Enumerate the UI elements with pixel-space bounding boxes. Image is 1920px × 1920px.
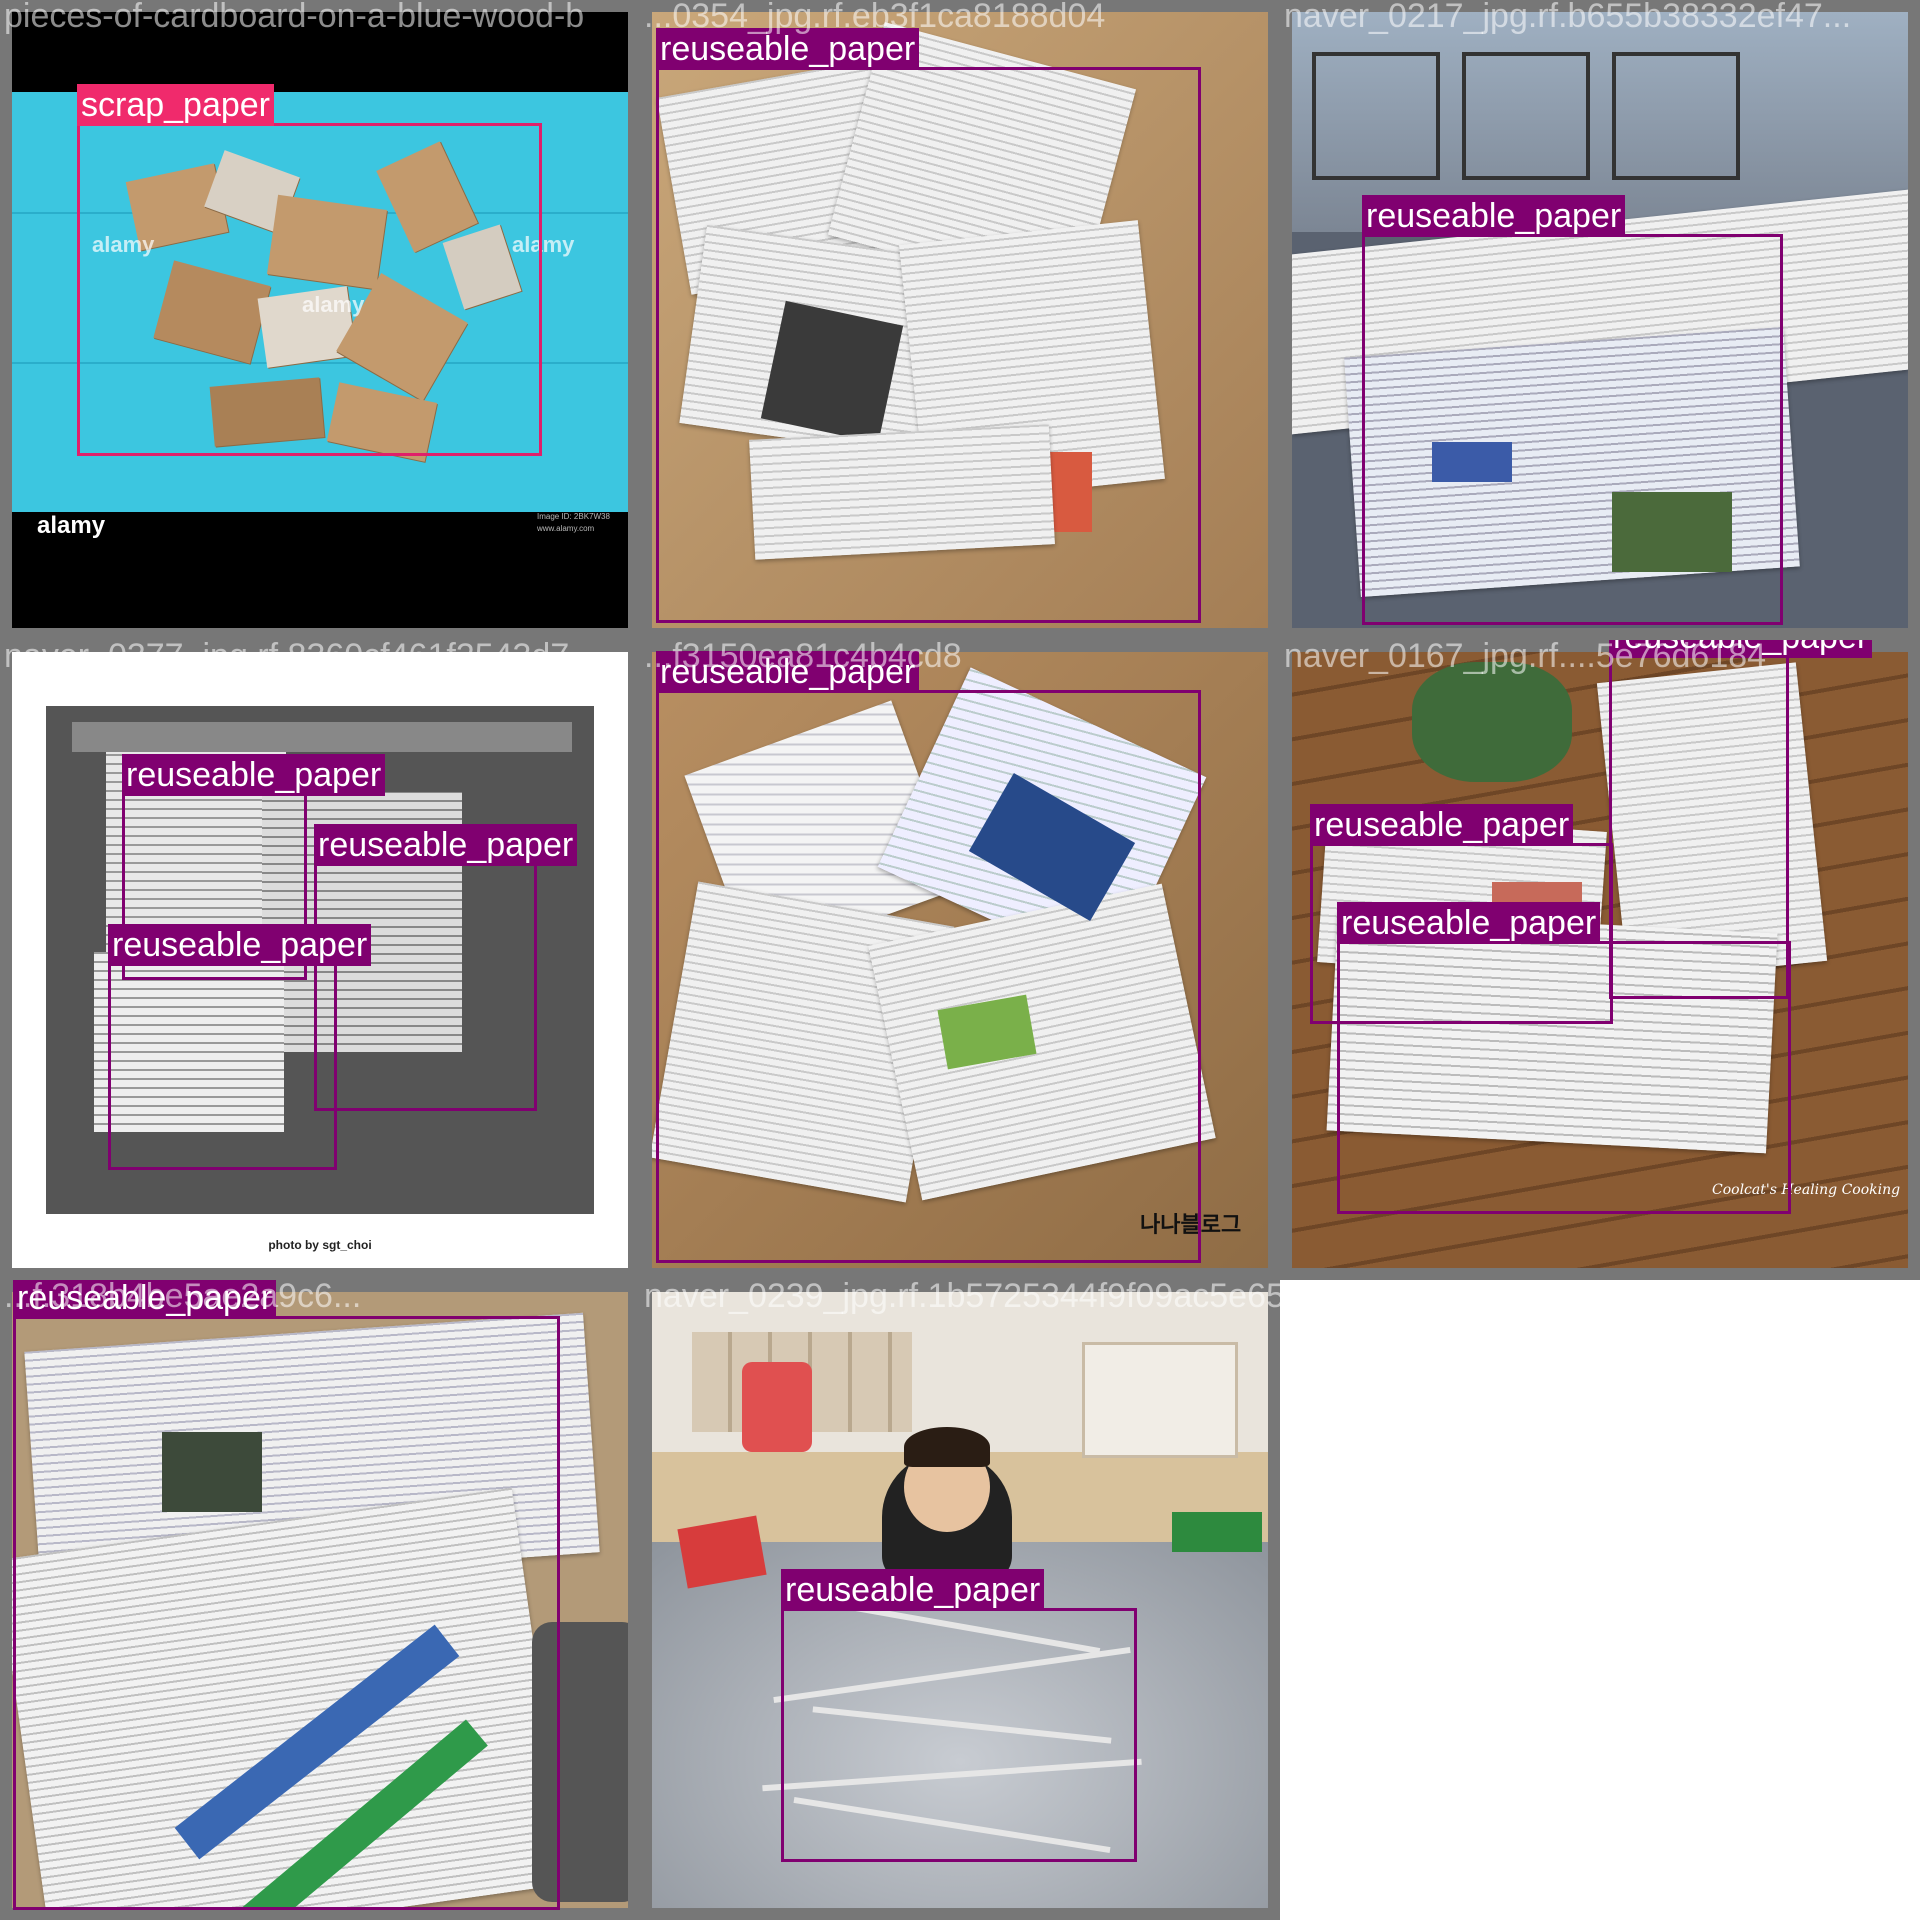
bbox-label: reuseable_paper xyxy=(1609,640,1873,658)
photo-child-shredded-paper xyxy=(652,1292,1268,1908)
bbox-reuseable-paper: reuseable_paper xyxy=(656,651,1201,1263)
photo-newspaper-balcony xyxy=(1292,12,1908,628)
alamy-watermark: alamy xyxy=(512,232,575,257)
photo-newspaper-box xyxy=(652,12,1268,628)
bbox-label: reuseable_paper xyxy=(656,651,920,693)
photo-wrapped-newspaper: Coolcat's Healing Cooking xyxy=(1292,652,1908,1268)
photo-credit: Coolcat's Healing Cooking xyxy=(1712,1182,1901,1198)
alamy-logo: alamy xyxy=(37,512,106,539)
bbox-reuseable-paper: reuseable_paper xyxy=(1609,640,1873,999)
photo-reading-newspaper xyxy=(12,1292,628,1908)
bbox-label: reuseable_paper xyxy=(1310,804,1574,846)
tile-5: 나나블로그 reuseable_paper ...f3150ea81c4b4cd… xyxy=(640,640,1280,1280)
bbox-reuseable-paper: reuseable_paper xyxy=(781,1569,1137,1862)
photo-credit: photo by sgt_choi xyxy=(268,1238,372,1252)
bbox-label: reuseable_paper xyxy=(314,824,578,866)
bbox-reuseable-paper: reuseable_paper xyxy=(1310,804,1613,1024)
bbox-label: reuseable_paper xyxy=(108,924,372,966)
bbox-label: reuseable_paper xyxy=(122,754,386,796)
tile-6: Coolcat's Healing Cooking reuseable_pape… xyxy=(1280,640,1920,1280)
bbox-label: reuseable_paper xyxy=(1337,902,1601,944)
bbox-label: scrap_paper xyxy=(77,84,275,126)
alamy-watermark: alamy xyxy=(92,232,155,257)
tile-8: reuseable_paper naver_0239_jpg.rf.1b5725… xyxy=(640,1280,1280,1920)
bbox-reuseable-paper: reuseable_paper xyxy=(122,754,386,980)
image-id-text: Image ID: 2BK7W38 xyxy=(537,512,610,521)
site-url-text: www.alamy.com xyxy=(537,524,595,533)
bbox-label: reuseable_paper xyxy=(781,1569,1045,1611)
alamy-watermark: alamy xyxy=(302,292,365,317)
tile-7: reuseable_paper ...f.318b4be5ae2a9c6... xyxy=(0,1280,640,1920)
bbox-reuseable-paper: reuseable_paper xyxy=(108,924,372,1170)
tile-1: alamy alamy alamy alamy Image ID: 2BK7W3… xyxy=(0,0,640,640)
bbox-label: reuseable_paper xyxy=(656,28,920,70)
tile-3: reuseable_paper naver_0217_jpg.rf.b655b3… xyxy=(1280,0,1920,640)
bbox-reuseable-paper: reuseable_paper xyxy=(1362,195,1783,625)
blog-watermark: 나나블로그 xyxy=(1140,1212,1242,1237)
tile-4: photo by sgt_choi reuseable_paper reusea… xyxy=(0,640,640,1280)
photo-cardboard: alamy alamy alamy alamy Image ID: 2BK7W3… xyxy=(12,12,628,628)
bbox-reuseable-paper: reuseable_paper xyxy=(656,28,1201,623)
bbox-reuseable-paper: reuseable_paper xyxy=(314,824,578,1111)
tile-2: reuseable_paper ...0354_jpg.rf.eb3f1ca81… xyxy=(640,0,1280,640)
bbox-label: reuseable_paper xyxy=(13,1280,277,1319)
bbox-reuseable-paper: reuseable_paper xyxy=(13,1280,560,1910)
bbox-scrap-paper: scrap_paper xyxy=(77,84,542,456)
bbox-label: reuseable_paper xyxy=(1362,195,1626,237)
photo-crumpled-newspaper: 나나블로그 xyxy=(652,652,1268,1268)
bbox-reuseable-paper: reuseable_paper xyxy=(1337,902,1791,1214)
